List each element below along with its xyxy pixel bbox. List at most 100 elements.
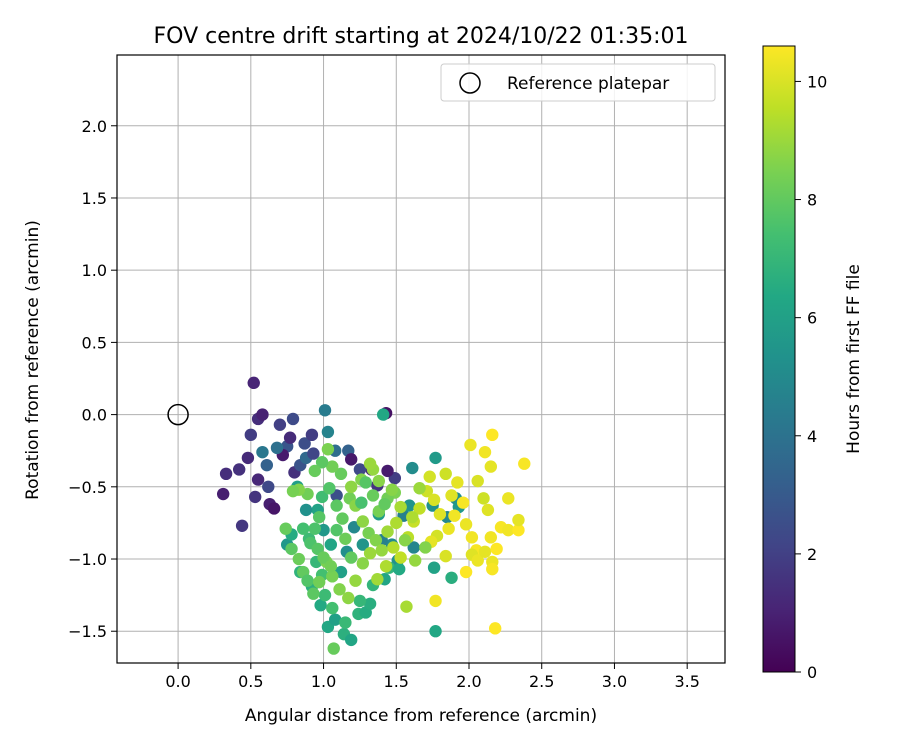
y-tick-label: −1.0 (68, 550, 107, 569)
data-point (427, 493, 441, 507)
data-point (355, 496, 368, 509)
data-point (385, 483, 399, 496)
data-point (298, 437, 311, 450)
data-point (308, 522, 322, 535)
data-point (379, 560, 393, 573)
data-point (406, 510, 419, 524)
data-point (356, 538, 370, 551)
data-point (324, 538, 338, 551)
data-point (356, 515, 370, 528)
data-point (371, 573, 384, 586)
data-point (299, 503, 313, 517)
data-point (471, 474, 484, 488)
data-point (321, 425, 335, 439)
data-point (381, 525, 394, 538)
data-point (235, 519, 249, 533)
data-point (270, 441, 284, 455)
data-point (459, 565, 473, 579)
legend: Reference platepar (440, 63, 716, 102)
data-point (398, 534, 412, 547)
data-point (451, 476, 464, 489)
data-point (427, 561, 441, 574)
data-point (429, 625, 442, 638)
legend-box (440, 63, 716, 102)
colorbar-label: Hours from first FF file (844, 264, 864, 454)
data-point (315, 456, 329, 469)
x-tick-label: 3.0 (602, 672, 627, 691)
data-point (296, 522, 310, 535)
data-point (344, 480, 358, 494)
data-point (394, 551, 407, 564)
data-point (448, 509, 461, 522)
data-point (445, 489, 458, 502)
data-point (318, 404, 332, 417)
data-point (314, 599, 327, 612)
grid-lines (117, 55, 725, 663)
y-tick-label: 0.5 (82, 333, 107, 352)
data-point (484, 460, 498, 473)
data-point (241, 451, 255, 465)
data-point (400, 600, 413, 613)
data-point (260, 458, 274, 472)
data-point (376, 408, 390, 421)
reference-point-marker (167, 403, 189, 426)
plot-frame (116, 54, 726, 664)
y-tick-label: 1.0 (82, 261, 107, 280)
data-point (512, 523, 525, 537)
data-point (321, 443, 335, 456)
data-point (413, 502, 426, 515)
data-point (387, 541, 400, 554)
data-point (286, 412, 300, 426)
x-tick-label: 1.5 (384, 672, 409, 691)
y-tick-label: 1.5 (82, 189, 107, 208)
colorbar-tick-label: 10 (807, 72, 827, 91)
data-point (301, 574, 314, 587)
colorbar-tick-label: 8 (807, 191, 817, 210)
data-point (381, 464, 394, 478)
data-point (459, 518, 473, 531)
data-point (336, 512, 349, 525)
data-point (326, 570, 339, 583)
data-point (285, 542, 298, 556)
data-point (219, 467, 233, 481)
data-point (353, 594, 367, 608)
data-point (477, 492, 490, 505)
x-tick-label: 0.0 (165, 672, 190, 691)
data-point (292, 552, 306, 566)
data-point (356, 557, 370, 570)
data-point (486, 562, 499, 576)
colorbar-tick-label: 2 (807, 545, 817, 564)
data-point (317, 551, 330, 564)
data-point (488, 622, 502, 635)
legend-entry-reference: Reference platepar (507, 74, 669, 94)
data-point (305, 428, 319, 442)
data-point (286, 484, 300, 498)
data-point (344, 551, 358, 564)
data-point (334, 467, 348, 481)
data-point (502, 523, 515, 537)
data-point (353, 463, 367, 476)
data-point (490, 542, 503, 556)
data-point (349, 574, 362, 587)
data-point (251, 473, 265, 486)
data-point (429, 594, 442, 608)
data-point (478, 545, 492, 558)
data-point (326, 460, 339, 473)
data-point (512, 513, 525, 527)
scatter-points (216, 376, 531, 655)
data-point (408, 554, 422, 567)
data-point (464, 438, 477, 452)
data-point (484, 531, 498, 544)
data-point (262, 480, 275, 494)
data-point (326, 601, 339, 615)
data-point (518, 457, 531, 470)
data-point (312, 510, 326, 524)
data-point (456, 496, 470, 509)
data-point (344, 633, 358, 647)
data-point (327, 642, 340, 655)
data-point (481, 503, 495, 517)
data-point (378, 497, 391, 511)
data-point (471, 554, 484, 567)
legend-marker-icon (459, 72, 481, 94)
